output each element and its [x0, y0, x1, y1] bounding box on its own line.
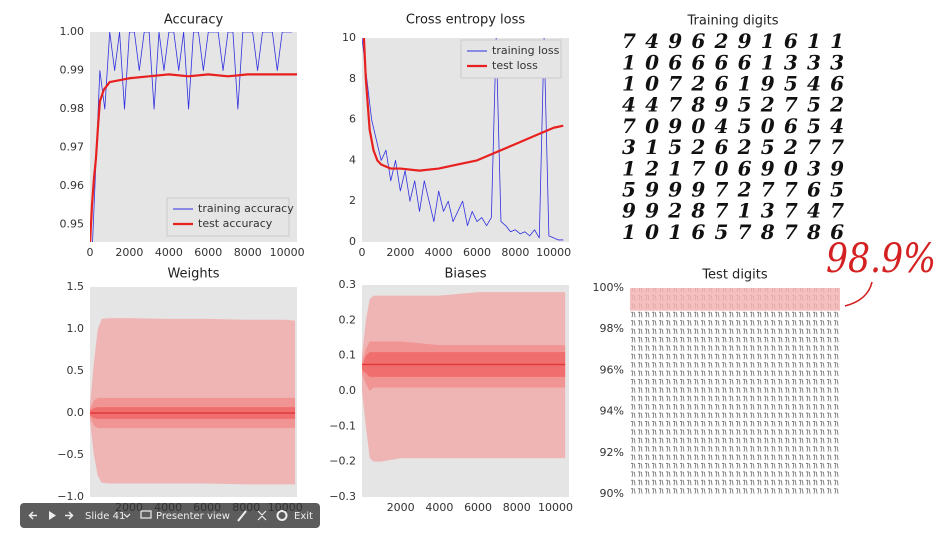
x-tick-label: 4000 — [425, 501, 453, 514]
chart-title: Biases — [444, 267, 486, 282]
toolbar: Slide 41 Presenter view Exit — [20, 503, 320, 528]
y-tick-label: 0.5 — [67, 364, 85, 377]
y-tick-label: 100% — [593, 281, 624, 294]
chart-title: Test digits — [701, 268, 768, 283]
series-line — [92, 32, 293, 242]
settings-button[interactable] — [276, 510, 288, 521]
y-tick-label: 90% — [600, 487, 624, 500]
y-tick-label: 0.96 — [60, 179, 85, 192]
x-tick-label: 4000 — [425, 246, 453, 259]
y-tick-label: 0.95 — [60, 218, 85, 231]
digit-texture — [630, 288, 840, 494]
y-tick-label: 1.0 — [67, 322, 85, 335]
chart: Accuracy 0 2000 4000 6000 8000 10000 0.95 0.96 0.… — [60, 13, 305, 260]
chart: Biases 2000 4000 6000 8000 10000 −0.3 −0.2 −0.1 0… — [329, 267, 573, 515]
plot — [90, 32, 297, 242]
play-button[interactable] — [49, 511, 56, 520]
y-tick-label: 92% — [600, 446, 624, 459]
y-tick-label: 98% — [600, 322, 624, 335]
series-line — [362, 38, 564, 172]
y-tick-label: 0.99 — [60, 64, 85, 77]
y-tick-label: −0.3 — [329, 490, 356, 503]
y-tick-label: 2 — [349, 194, 356, 207]
legend-label: test accuracy — [198, 217, 273, 230]
legend-box — [166, 197, 290, 237]
x-tick-label: 6000 — [463, 246, 491, 259]
y-tick-label: 0.97 — [60, 141, 85, 154]
y-tick-label: 0.0 — [67, 406, 85, 419]
x-tick-label: 0 — [87, 246, 94, 259]
x-tick-label: 8000 — [232, 501, 260, 514]
y-tick-label: −1.0 — [57, 490, 84, 503]
presenter-view-button[interactable]: Presenter view — [156, 511, 230, 522]
x-tick-label: 6000 — [464, 501, 492, 514]
chart: Weights 2000 4000 6000 8000 10000 −1.0 −0.5 0.0 0… — [57, 267, 303, 515]
x-tick-label: 8000 — [501, 246, 529, 259]
y-tick-label: 6 — [349, 113, 356, 126]
y-tick-label: 0.2 — [339, 313, 357, 326]
y-tick-label: −0.5 — [57, 448, 84, 461]
y-tick-label: 94% — [600, 405, 624, 418]
back-button[interactable] — [28, 511, 38, 520]
chart-title: Weights — [167, 267, 219, 282]
y-tick-label: 0.98 — [60, 102, 85, 115]
x-tick-label: 10000 — [268, 501, 303, 514]
y-tick-label: −0.1 — [329, 419, 356, 432]
plot — [362, 38, 564, 241]
x-tick-label: 10000 — [538, 501, 573, 514]
annotation: 98.9% — [826, 236, 936, 282]
y-tick-label: 1.00 — [60, 25, 85, 38]
exit-button[interactable]: Exit — [294, 511, 313, 522]
y-tick-label: 4 — [349, 153, 356, 166]
y-tick-label: 10 — [342, 31, 356, 44]
slide-caret — [123, 513, 131, 518]
toolbar-background — [20, 503, 320, 528]
y-tick-label: 8 — [349, 72, 356, 85]
x-tick-label: 2000 — [115, 246, 143, 259]
zoom-button[interactable] — [257, 510, 267, 521]
x-tick-label: 4000 — [154, 501, 182, 514]
chart-title: Accuracy — [164, 13, 224, 28]
x-tick-label: 2000 — [386, 246, 414, 259]
pen-button[interactable] — [237, 510, 247, 522]
legend-label: test loss — [492, 59, 538, 72]
y-tick-label: 0.3 — [339, 278, 357, 291]
plot — [630, 288, 840, 494]
chart: Test digits 90% 92% 94% 96% 98% 100% — [593, 268, 840, 500]
x-tick-label: 6000 — [193, 501, 221, 514]
y-tick-label: −0.2 — [329, 455, 356, 468]
chart-title: Cross entropy loss — [406, 13, 526, 28]
series-line — [362, 38, 564, 241]
y-tick-label: 96% — [600, 363, 624, 376]
slide-menu[interactable]: Slide 41 — [85, 511, 125, 522]
plot — [90, 318, 296, 485]
x-tick-label: 6000 — [194, 246, 222, 259]
y-tick-label: 1.5 — [67, 280, 85, 293]
x-tick-label: 10000 — [270, 246, 305, 259]
presenter-icon — [140, 510, 152, 519]
annotation-arrow — [844, 281, 873, 307]
x-tick-label: 4000 — [155, 246, 183, 259]
legend-box — [460, 39, 562, 79]
plot — [362, 292, 566, 462]
x-tick-label: 2000 — [387, 501, 415, 514]
x-tick-label: 0 — [359, 246, 366, 259]
x-tick-label: 10000 — [536, 246, 571, 259]
series-line — [90, 73, 297, 242]
chart: Cross entropy loss 0 2000 4000 6000 8000 10000… — [342, 13, 571, 260]
x-tick-label: 8000 — [234, 246, 262, 259]
forward-button[interactable] — [65, 511, 74, 520]
y-tick-label: 0.0 — [339, 384, 357, 397]
x-tick-label: 8000 — [503, 501, 531, 514]
x-tick-label: 2000 — [115, 501, 143, 514]
y-tick-label: 0 — [349, 235, 356, 248]
legend-label: training accuracy — [198, 202, 294, 215]
y-tick-label: 0.1 — [339, 349, 357, 362]
error-highlight — [630, 288, 840, 311]
chart-title: Training digits — [686, 14, 778, 29]
legend-label: training loss — [492, 44, 560, 57]
